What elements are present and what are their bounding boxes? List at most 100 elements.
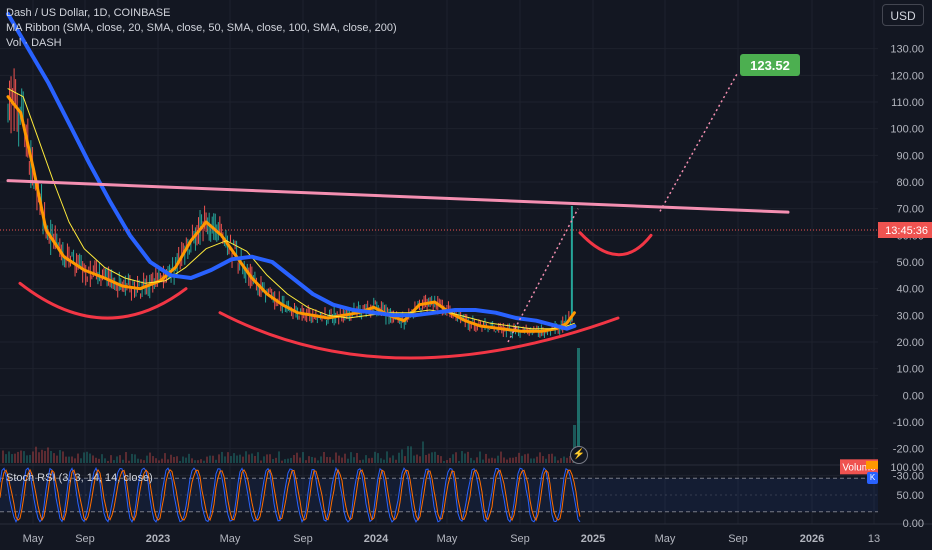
- volume-bar: [122, 459, 124, 463]
- volume-bar: [179, 460, 181, 463]
- volume-bar: [554, 456, 556, 463]
- volume-bar: [2, 450, 4, 463]
- stoch-d-badge: [866, 461, 878, 469]
- y-tick-label: 40.00: [896, 284, 924, 296]
- cup-arc-small[interactable]: [18, 281, 188, 320]
- volume-bar: [500, 451, 502, 463]
- volume-bar: [176, 456, 178, 463]
- volume-bar: [479, 451, 481, 463]
- price-axis[interactable]: [878, 0, 932, 550]
- y-tick-label: 80.00: [896, 177, 924, 189]
- volume-bar: [437, 454, 439, 463]
- volume-bar: [407, 446, 409, 463]
- volume-bar: [323, 451, 325, 463]
- volume-bar: [350, 452, 352, 463]
- volume-bar: [263, 456, 265, 463]
- volume-bar: [497, 455, 499, 463]
- stoch-k-line: [0, 466, 581, 524]
- volume-bar: [380, 458, 382, 463]
- volume-bar: [158, 460, 160, 463]
- handle-arc[interactable]: [578, 231, 653, 257]
- volume-legend[interactable]: Vol · DASH: [6, 37, 62, 49]
- x-tick-label: May: [23, 533, 44, 545]
- volume-bar: [284, 459, 286, 463]
- volume-bar: [305, 460, 307, 463]
- volume-bar: [353, 457, 355, 463]
- volume-bar: [50, 450, 52, 463]
- volume-bar: [296, 452, 298, 463]
- volume-bar: [347, 458, 349, 463]
- volume-bar: [26, 455, 28, 463]
- volume-bar: [218, 454, 220, 463]
- projection-line-target[interactable]: [659, 73, 738, 212]
- volume-bar: [422, 441, 424, 463]
- volume-bar: [416, 454, 418, 463]
- volume-bar: [257, 452, 259, 463]
- volume-bar: [320, 456, 322, 463]
- lightning-icon[interactable]: ⚡: [570, 446, 588, 464]
- volume-bar: [509, 457, 511, 463]
- volume-bar: [302, 452, 304, 463]
- volume-bar: [413, 455, 415, 463]
- stoch-rsi-legend[interactable]: Stoch RSI (3, 3, 14, 14, close): [6, 472, 153, 484]
- cup-arc-large[interactable]: [218, 311, 620, 360]
- volume-bar: [119, 455, 121, 463]
- volume-bar: [569, 456, 571, 463]
- ma200-line: [6, 12, 577, 331]
- volume-bar: [104, 458, 106, 463]
- volume-bar: [521, 455, 523, 463]
- ma-ribbon-legend[interactable]: MA Ribbon (SMA, close, 20, SMA, close, 5…: [6, 22, 397, 34]
- volume-bar: [212, 455, 214, 463]
- volume-bar: [536, 456, 538, 463]
- volume-bar: [365, 455, 367, 463]
- volume-bar: [20, 450, 22, 463]
- y-tick-label: 130.00: [890, 44, 924, 56]
- y-tick-label: 20.00: [896, 337, 924, 349]
- volume-bar: [143, 460, 145, 463]
- volume-bar: [134, 454, 136, 463]
- volume-bar: [92, 455, 94, 463]
- volume-bar: [215, 459, 217, 463]
- y-tick-label: 120.00: [890, 70, 924, 82]
- volume-bar: [8, 451, 10, 463]
- x-tick-label: Sep: [293, 533, 313, 545]
- currency-button[interactable]: USD: [882, 4, 924, 26]
- volume-bar: [506, 459, 508, 463]
- target-price-callout[interactable]: [740, 53, 800, 76]
- volume-bar: [278, 451, 280, 463]
- volume-bar: [335, 452, 337, 463]
- volume-bar: [140, 459, 142, 463]
- stoch-k-badge: K: [867, 472, 878, 484]
- stoch-band: [0, 478, 878, 512]
- volume-bar: [281, 460, 283, 463]
- volume-bar: [377, 453, 379, 463]
- volume-bar: [29, 454, 31, 463]
- volume-bar: [89, 453, 91, 463]
- volume-bar: [11, 454, 13, 463]
- volume-bar: [443, 460, 445, 463]
- volume-bar: [17, 451, 19, 463]
- volume-bar: [200, 459, 202, 463]
- volume-bar: [446, 460, 448, 463]
- y-tick-label: 50.00: [896, 257, 924, 269]
- current-price-badge[interactable]: [878, 222, 932, 238]
- x-tick-label: 2023: [146, 533, 170, 545]
- y-tick-label: 110.00: [891, 97, 924, 109]
- volume-bar: [428, 453, 430, 463]
- volume-bar: [332, 459, 334, 463]
- volume-bar: [191, 458, 193, 463]
- volume-bar: [116, 456, 118, 463]
- x-tick-label: 2025: [581, 533, 605, 545]
- volume-bar: [542, 456, 544, 463]
- projection-line-up[interactable]: [507, 208, 579, 343]
- volume-bar: [452, 454, 454, 463]
- volume-bar: [398, 452, 400, 463]
- volume-bar: [464, 453, 466, 463]
- volume-bar: [455, 452, 457, 463]
- resistance-trendline[interactable]: [6, 179, 790, 214]
- volume-bar: [530, 458, 532, 463]
- volume-bar: [461, 451, 463, 463]
- volume-bar: [110, 455, 112, 463]
